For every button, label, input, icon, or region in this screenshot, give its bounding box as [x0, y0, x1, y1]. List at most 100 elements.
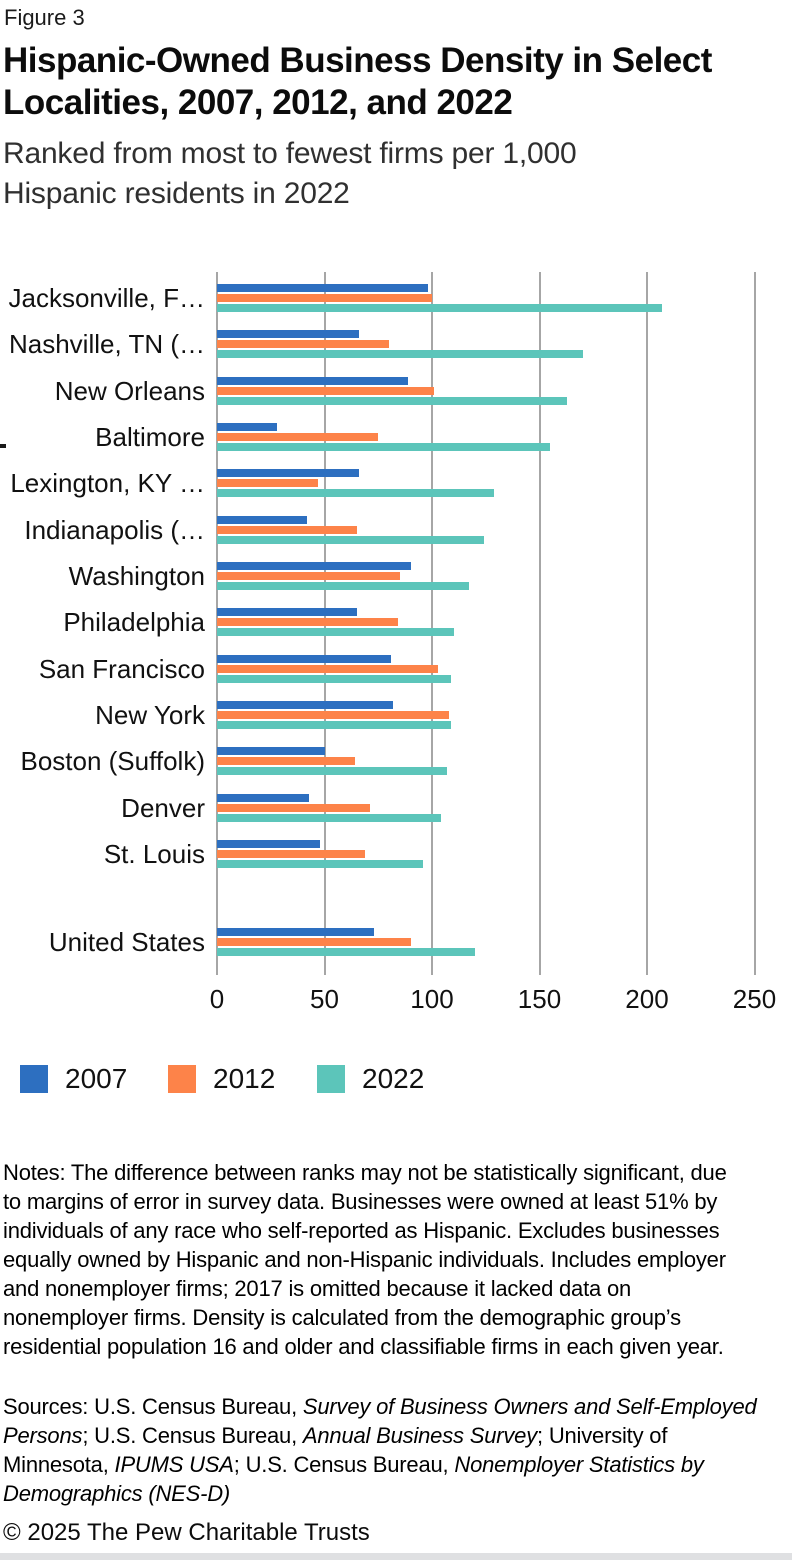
source-title-italic: Survey of Business Owners and Self-Emplo… — [302, 1394, 757, 1419]
source-text: ; University of — [537, 1423, 668, 1448]
bar-2022 — [217, 350, 583, 359]
bar-2007 — [217, 654, 392, 663]
bar-2012 — [217, 571, 400, 580]
figure-number-label: Figure 3 — [4, 5, 85, 30]
category-label: Jacksonville, F… — [8, 283, 206, 313]
category-label: New York — [95, 699, 205, 730]
bar-2012 — [217, 618, 398, 627]
bar-2022 — [217, 442, 551, 451]
axis-tick-label: 150 — [517, 984, 562, 1014]
sources-line: Demographics (NES-D) — [3, 1479, 757, 1508]
bar-2022 — [217, 628, 454, 637]
sources-line: Minnesota, IPUMS USA; U.S. Census Bureau… — [3, 1450, 757, 1479]
category-label: Denver — [121, 792, 205, 823]
category-label: Lexington, KY … — [10, 468, 205, 499]
gridline-150 — [538, 272, 541, 958]
bar-2022 — [217, 813, 441, 822]
legend-label-2022: 2022 — [362, 1063, 425, 1094]
bar-2012 — [217, 386, 435, 395]
bar-2007 — [217, 928, 374, 936]
bar-2007 — [217, 839, 321, 848]
source-text: ; U.S. Census Bureau, — [82, 1423, 303, 1448]
bar-2012 — [217, 479, 319, 488]
bar-2012 — [217, 664, 439, 673]
source-text: Sources: U.S. Census Bureau, — [3, 1394, 303, 1419]
bar-2012 — [217, 938, 411, 946]
chart-subtitle: Ranked from most to fewest firms per 1,0… — [3, 137, 577, 210]
bar-2007 — [217, 330, 359, 339]
bar-2012 — [217, 849, 366, 858]
category-label: Baltimore — [95, 421, 205, 452]
bar-2012 — [217, 340, 389, 349]
source-title-italic: Nonemployer Statistics by — [454, 1452, 704, 1477]
bar-2022 — [217, 948, 475, 956]
chart-title: Hispanic-Owned Business Density in Selec… — [3, 41, 712, 122]
bar-2007 — [217, 422, 278, 431]
category-label: San Francisco — [38, 653, 205, 684]
bar-2022 — [217, 720, 452, 729]
bar-2022 — [217, 535, 484, 544]
bar-2007 — [217, 700, 394, 709]
gridline-200 — [646, 272, 648, 958]
legend-swatch-2007 — [20, 1065, 48, 1093]
clipped-axis-label-mark — [0, 444, 6, 448]
bottom-divider-strip — [0, 1553, 792, 1560]
axis-tick-label: 100 — [410, 984, 454, 1014]
legend-swatch-2022 — [317, 1065, 345, 1093]
bar-2022 — [217, 581, 469, 590]
bar-2007 — [217, 376, 409, 385]
axis-tick-100 — [431, 958, 433, 975]
axis-tick-label: 0 — [209, 984, 225, 1014]
bar-2022 — [217, 674, 452, 683]
axis-tick-250 — [753, 958, 756, 975]
legend-label-2012: 2012 — [213, 1063, 276, 1094]
copyright-line: © 2025 The Pew Charitable Trusts — [3, 1519, 370, 1546]
axis-tick-label: 200 — [625, 984, 669, 1014]
bar-2012 — [217, 432, 379, 441]
bar-2012 — [217, 757, 355, 766]
bar-2007 — [217, 515, 308, 524]
bar-2007 — [217, 561, 411, 570]
bar-2012 — [217, 803, 370, 812]
axis-tick-150 — [538, 958, 541, 975]
source-title-italic: Persons — [3, 1423, 83, 1448]
axis-tick-50 — [323, 958, 326, 975]
category-label: St. Louis — [103, 838, 205, 869]
bar-2022 — [217, 489, 495, 498]
bar-2012 — [217, 294, 432, 302]
legend-swatch-2012 — [168, 1065, 196, 1093]
bar-2007 — [217, 608, 357, 617]
source-title-italic: IPUMS USA — [114, 1452, 234, 1477]
axis-tick-0 — [216, 958, 218, 975]
bar-2022 — [217, 304, 663, 312]
bar-2022 — [217, 767, 448, 776]
source-text: ; U.S. Census Bureau, — [233, 1452, 455, 1477]
axis-tick-200 — [646, 958, 648, 975]
bar-2022 — [217, 859, 424, 868]
source-title-italic: Annual Business Survey — [302, 1423, 537, 1448]
category-label: Philadelphia — [63, 607, 205, 638]
bar-2022 — [217, 396, 568, 405]
sources-line: Persons; U.S. Census Bureau, Annual Busi… — [3, 1421, 757, 1450]
bar-2012 — [217, 710, 450, 719]
gridline-100 — [431, 272, 433, 958]
sources-paragraph: Sources: U.S. Census Bureau, Survey of B… — [3, 1392, 757, 1508]
category-label: Washington — [68, 560, 205, 591]
sources-line: Sources: U.S. Census Bureau, Survey of B… — [3, 1392, 757, 1421]
category-label: Boston (Suffolk) — [20, 746, 205, 777]
gridline-250 — [753, 272, 756, 958]
axis-tick-label: 50 — [310, 984, 339, 1014]
category-label: Indianapolis (… — [24, 514, 205, 545]
category-label: United States — [48, 927, 205, 957]
source-title-italic: Demographics (NES-D) — [3, 1481, 231, 1506]
bar-2007 — [217, 793, 310, 802]
bar-2012 — [217, 525, 357, 534]
source-text: Minnesota, — [3, 1452, 115, 1477]
legend-label-2007: 2007 — [65, 1063, 128, 1094]
bar-2007 — [217, 284, 428, 292]
bar-2007 — [217, 469, 359, 478]
axis-tick-label: 250 — [732, 984, 777, 1014]
